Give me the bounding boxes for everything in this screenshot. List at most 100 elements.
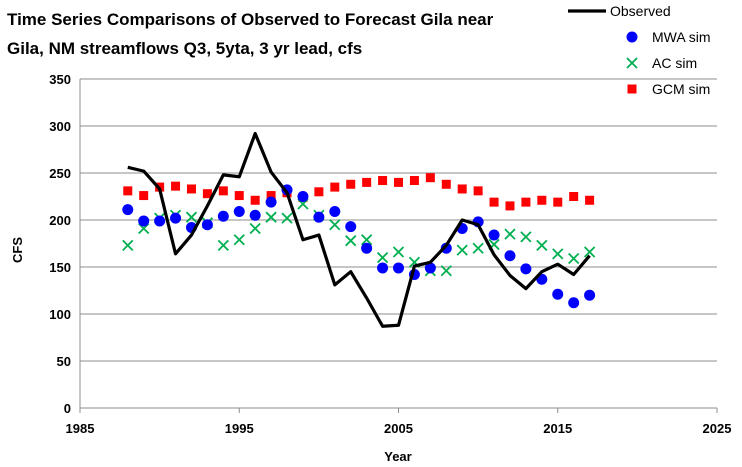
mwa-sim-point (249, 209, 261, 221)
gcm-sim-point (505, 201, 515, 211)
x-axis-label: Year (384, 449, 411, 464)
ac-sim-point (520, 231, 532, 243)
y-tick-label: 200 (49, 213, 71, 228)
mwa-sim-point (568, 297, 580, 309)
mwa-sim-point (361, 242, 373, 254)
ac-sim-point (568, 252, 580, 265)
x-tick-label: 2025 (703, 421, 732, 436)
mwa-sim-point (584, 289, 596, 301)
x-tick-labels: 1985 1995 2005 2015 2025 (66, 421, 732, 436)
mwa-sim-point (440, 242, 452, 254)
legend-label-observed: Observed (610, 3, 671, 19)
mwa-sim-point (170, 212, 182, 224)
chart-title-line-2: Gila, NM streamflows Q3, 5yta, 3 yr lead… (7, 39, 362, 58)
gcm-sim-point (585, 195, 595, 205)
gcm-sim-point (250, 195, 260, 205)
mwa-sim-point (552, 288, 564, 300)
y-axis-label: CFS (10, 237, 25, 263)
gcm-sim-point (457, 184, 467, 194)
ac-sim-point (329, 219, 341, 231)
gcm-sim-point (123, 186, 133, 196)
ac-sim-point (583, 246, 596, 258)
legend-label-ac-sim: AC sim (652, 55, 697, 71)
gcm-sim-point (139, 191, 149, 201)
ac-sim-point (281, 212, 293, 224)
y-tick-label: 100 (49, 307, 71, 322)
mwa-sim-point (520, 263, 532, 275)
x-tick-label: 2015 (543, 421, 572, 436)
gcm-sim-point (521, 197, 531, 207)
ac-sim-point (552, 248, 564, 260)
gcm-sim-point (314, 187, 324, 197)
mwa-sim-point (297, 191, 309, 202)
mwa-sim-point (122, 204, 134, 216)
mwa-sim-point (313, 211, 325, 223)
y-tick-label: 350 (49, 72, 71, 87)
ac-sim-point (265, 211, 277, 223)
mwa-sim-point (201, 219, 213, 231)
gcm-sim-point (394, 177, 403, 187)
x-tick-label: 1995 (225, 421, 254, 436)
legend-swatch-gcm-sim (627, 84, 637, 94)
ac-sim-point (456, 244, 468, 256)
ac-sim-point (376, 251, 389, 264)
gcm-sim-point (202, 189, 212, 199)
mwa-sim-point (488, 229, 500, 241)
ac-sim-point (536, 239, 548, 252)
y-tick-label: 250 (49, 166, 71, 181)
ac-sim-point (122, 239, 134, 252)
mwa-sim-point (138, 215, 150, 227)
gcm-sim-point (266, 191, 276, 201)
ac-sim-point (249, 222, 261, 235)
ac-sim-point (472, 242, 484, 254)
gcm-sim-point (378, 176, 388, 186)
ac-sim-point (217, 239, 229, 252)
gcm-sim-point (362, 177, 372, 187)
ac-sim-point (440, 265, 452, 277)
y-tick-label: 300 (49, 119, 71, 134)
mwa-sim-point (345, 221, 357, 233)
x-tick-label: 2005 (384, 421, 413, 436)
mwa-sim-point (233, 206, 245, 218)
gcm-sim-point (553, 197, 563, 207)
mwa-sim-point (265, 196, 277, 208)
ac-sim-point (361, 234, 373, 246)
gcm-sim-point (537, 195, 547, 205)
mwa-sim-point (329, 206, 341, 218)
mwa-sim-point (154, 215, 166, 227)
legend-label-gcm-sim: GCM sim (652, 81, 710, 97)
gcm-sim-point (346, 179, 356, 189)
y-tick-label: 50 (57, 354, 71, 369)
ac-sim-point (345, 235, 357, 247)
gcm-sim-point (489, 197, 499, 207)
y-tick-labels: 0 50 100 150 200 250 300 350 (49, 72, 71, 416)
mwa-sim-point (377, 262, 389, 274)
axes (79, 79, 718, 413)
data-series (122, 131, 596, 328)
gcm-sim-point (409, 176, 419, 186)
gcm-sim-point (171, 181, 181, 191)
y-tick-label: 0 (64, 401, 71, 416)
gcm-sim-point (473, 186, 483, 196)
gcm-sim-point (330, 182, 340, 192)
mwa-sim-point (424, 262, 436, 274)
x-tick-label: 1985 (66, 421, 95, 436)
mwa-sim-point (393, 262, 404, 274)
gcm-sim-point (569, 192, 579, 201)
legend-swatch-mwa-sim (626, 31, 638, 43)
gcm-sim-point (425, 173, 435, 183)
ac-sim-point (392, 246, 405, 258)
gcm-sim-point (186, 184, 196, 194)
ac-sim-point (233, 234, 245, 246)
legend-swatch-ac-sim (626, 57, 638, 69)
gcm-sim-point (218, 186, 228, 196)
legend: Observed MWA sim AC sim GCM sim (568, 3, 711, 97)
ac-sim-point (504, 228, 516, 240)
chart-title-line-1: Time Series Comparisons of Observed to F… (7, 10, 494, 29)
observed-line (127, 131, 591, 328)
gcm-sim-point (234, 191, 244, 201)
ac-sim-point (185, 211, 198, 223)
y-tick-label: 150 (49, 260, 71, 275)
mwa-sim-point (217, 210, 229, 222)
